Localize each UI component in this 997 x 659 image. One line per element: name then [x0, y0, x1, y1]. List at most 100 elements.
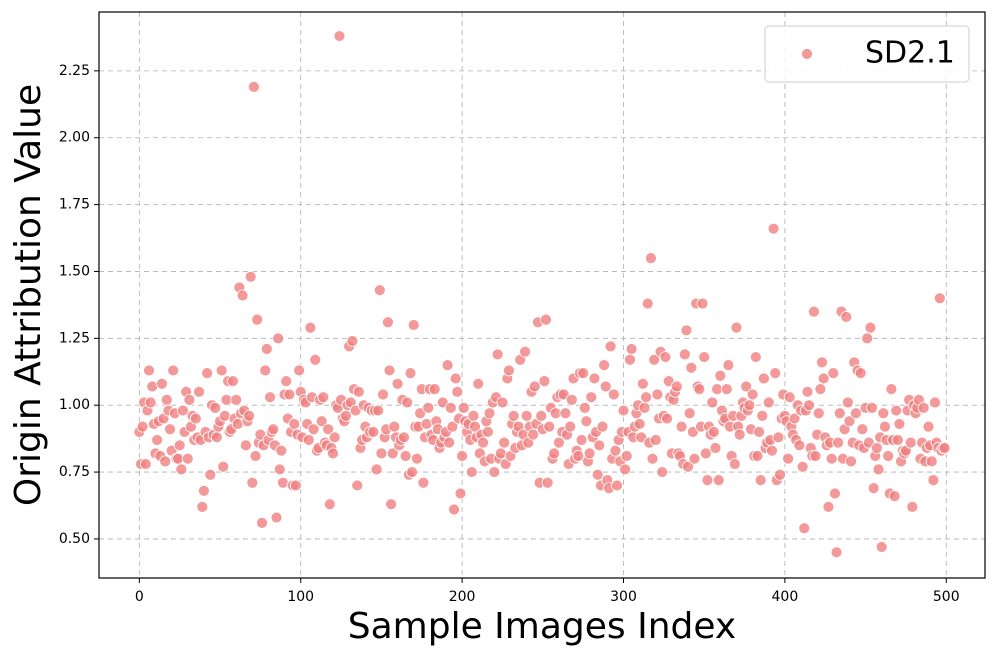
scatter-point	[929, 396, 941, 409]
scatter-point	[578, 401, 591, 414]
scatter-point	[446, 420, 459, 433]
scatter-point	[143, 364, 155, 377]
scatter-point	[809, 450, 822, 462]
scatter-point	[906, 500, 919, 513]
scatter-point	[740, 380, 753, 393]
scatter-point	[404, 367, 417, 380]
scatter-point	[845, 455, 857, 468]
scatter-point	[624, 353, 636, 366]
scatter-point	[840, 311, 853, 323]
scatter-point	[801, 385, 814, 398]
scatter-point	[270, 511, 283, 524]
scatter-point	[659, 351, 672, 363]
scatter-point	[472, 377, 485, 390]
scatter-point	[758, 372, 770, 385]
scatter-point	[538, 375, 551, 388]
scatter-point	[422, 401, 435, 414]
scatter-point	[849, 407, 862, 420]
scatter-point	[420, 418, 433, 430]
scatter-point	[656, 466, 669, 478]
scatter-point	[696, 297, 709, 310]
scatter-point	[399, 450, 412, 462]
scatter-point	[938, 442, 951, 454]
scatter-point	[635, 431, 648, 444]
scatter-point	[246, 476, 259, 489]
scatter-point	[317, 391, 330, 404]
scatter-point	[709, 442, 722, 454]
scatter-point	[604, 340, 617, 353]
legend-marker	[801, 48, 813, 60]
scatter-point	[872, 463, 885, 476]
scatter-point	[173, 439, 186, 452]
x-tick-label: 100	[287, 589, 314, 605]
scatter-point	[577, 367, 590, 380]
scatter-point	[315, 415, 328, 428]
scatter-point	[686, 426, 699, 438]
scatter-point	[864, 321, 877, 334]
scatter-point	[751, 450, 764, 462]
scatter-point	[598, 359, 611, 371]
scatter-point	[215, 364, 228, 377]
scatter-point	[482, 426, 494, 438]
scatter-point	[352, 385, 365, 398]
scatter-point	[254, 428, 267, 441]
scatter-point	[927, 474, 940, 487]
legend-label: SD2.1	[865, 36, 955, 71]
plot-frame	[98, 11, 986, 579]
scatter-point	[217, 460, 230, 473]
scatter-point	[817, 372, 830, 385]
scatter-point	[854, 367, 867, 380]
scatter-point	[264, 391, 276, 404]
scatter-point	[411, 452, 423, 465]
scatter-point	[808, 305, 820, 318]
scatter-point	[662, 375, 675, 388]
scatter-point	[774, 468, 786, 481]
scatter-point	[822, 500, 835, 513]
scatter-point	[599, 380, 612, 393]
scatter-point	[683, 407, 696, 420]
scatter-point	[753, 426, 765, 438]
scatter-point	[640, 391, 652, 404]
scatter-point	[891, 434, 904, 446]
scatter-point	[386, 447, 399, 460]
scatter-point	[327, 447, 339, 460]
scatter-point	[451, 385, 464, 398]
scatter-point	[136, 420, 149, 433]
scatter-point	[204, 468, 217, 481]
scatter-point	[540, 313, 552, 326]
scatter-point	[448, 503, 460, 516]
scatter-point	[248, 80, 260, 93]
scatter-point	[783, 391, 796, 404]
scatter-point	[746, 388, 759, 401]
scatter-point	[706, 396, 719, 409]
scatter-point	[333, 30, 346, 42]
scatter-point	[367, 426, 380, 438]
scatter-point	[346, 335, 359, 347]
scatter-point	[307, 423, 320, 436]
legend: SD2.1	[764, 25, 970, 83]
scatter-point	[649, 434, 662, 446]
scatter-point	[707, 426, 720, 438]
scatter-point	[414, 407, 427, 420]
scatter-point	[607, 388, 620, 401]
scatter-point	[557, 388, 570, 401]
scatter-point	[767, 222, 780, 235]
scatter-point	[685, 361, 698, 374]
scatter-point	[164, 423, 176, 436]
y-tick-label: 0.50	[59, 531, 90, 547]
x-tick-label: 200	[449, 589, 476, 605]
scatter-point	[189, 412, 202, 425]
scatter-point	[381, 316, 394, 329]
scatter-point	[788, 412, 801, 425]
scatter-point	[866, 401, 878, 414]
scatter-point	[925, 455, 938, 468]
scatter-point	[565, 393, 578, 406]
scatter-point	[477, 436, 489, 449]
scatter-point	[580, 415, 593, 428]
scatter-point	[754, 474, 767, 487]
scatter-point	[256, 516, 268, 529]
scatter-point	[373, 284, 386, 297]
scatter-point	[441, 359, 454, 371]
scatter-point	[417, 476, 430, 489]
scatter-point	[893, 418, 906, 430]
